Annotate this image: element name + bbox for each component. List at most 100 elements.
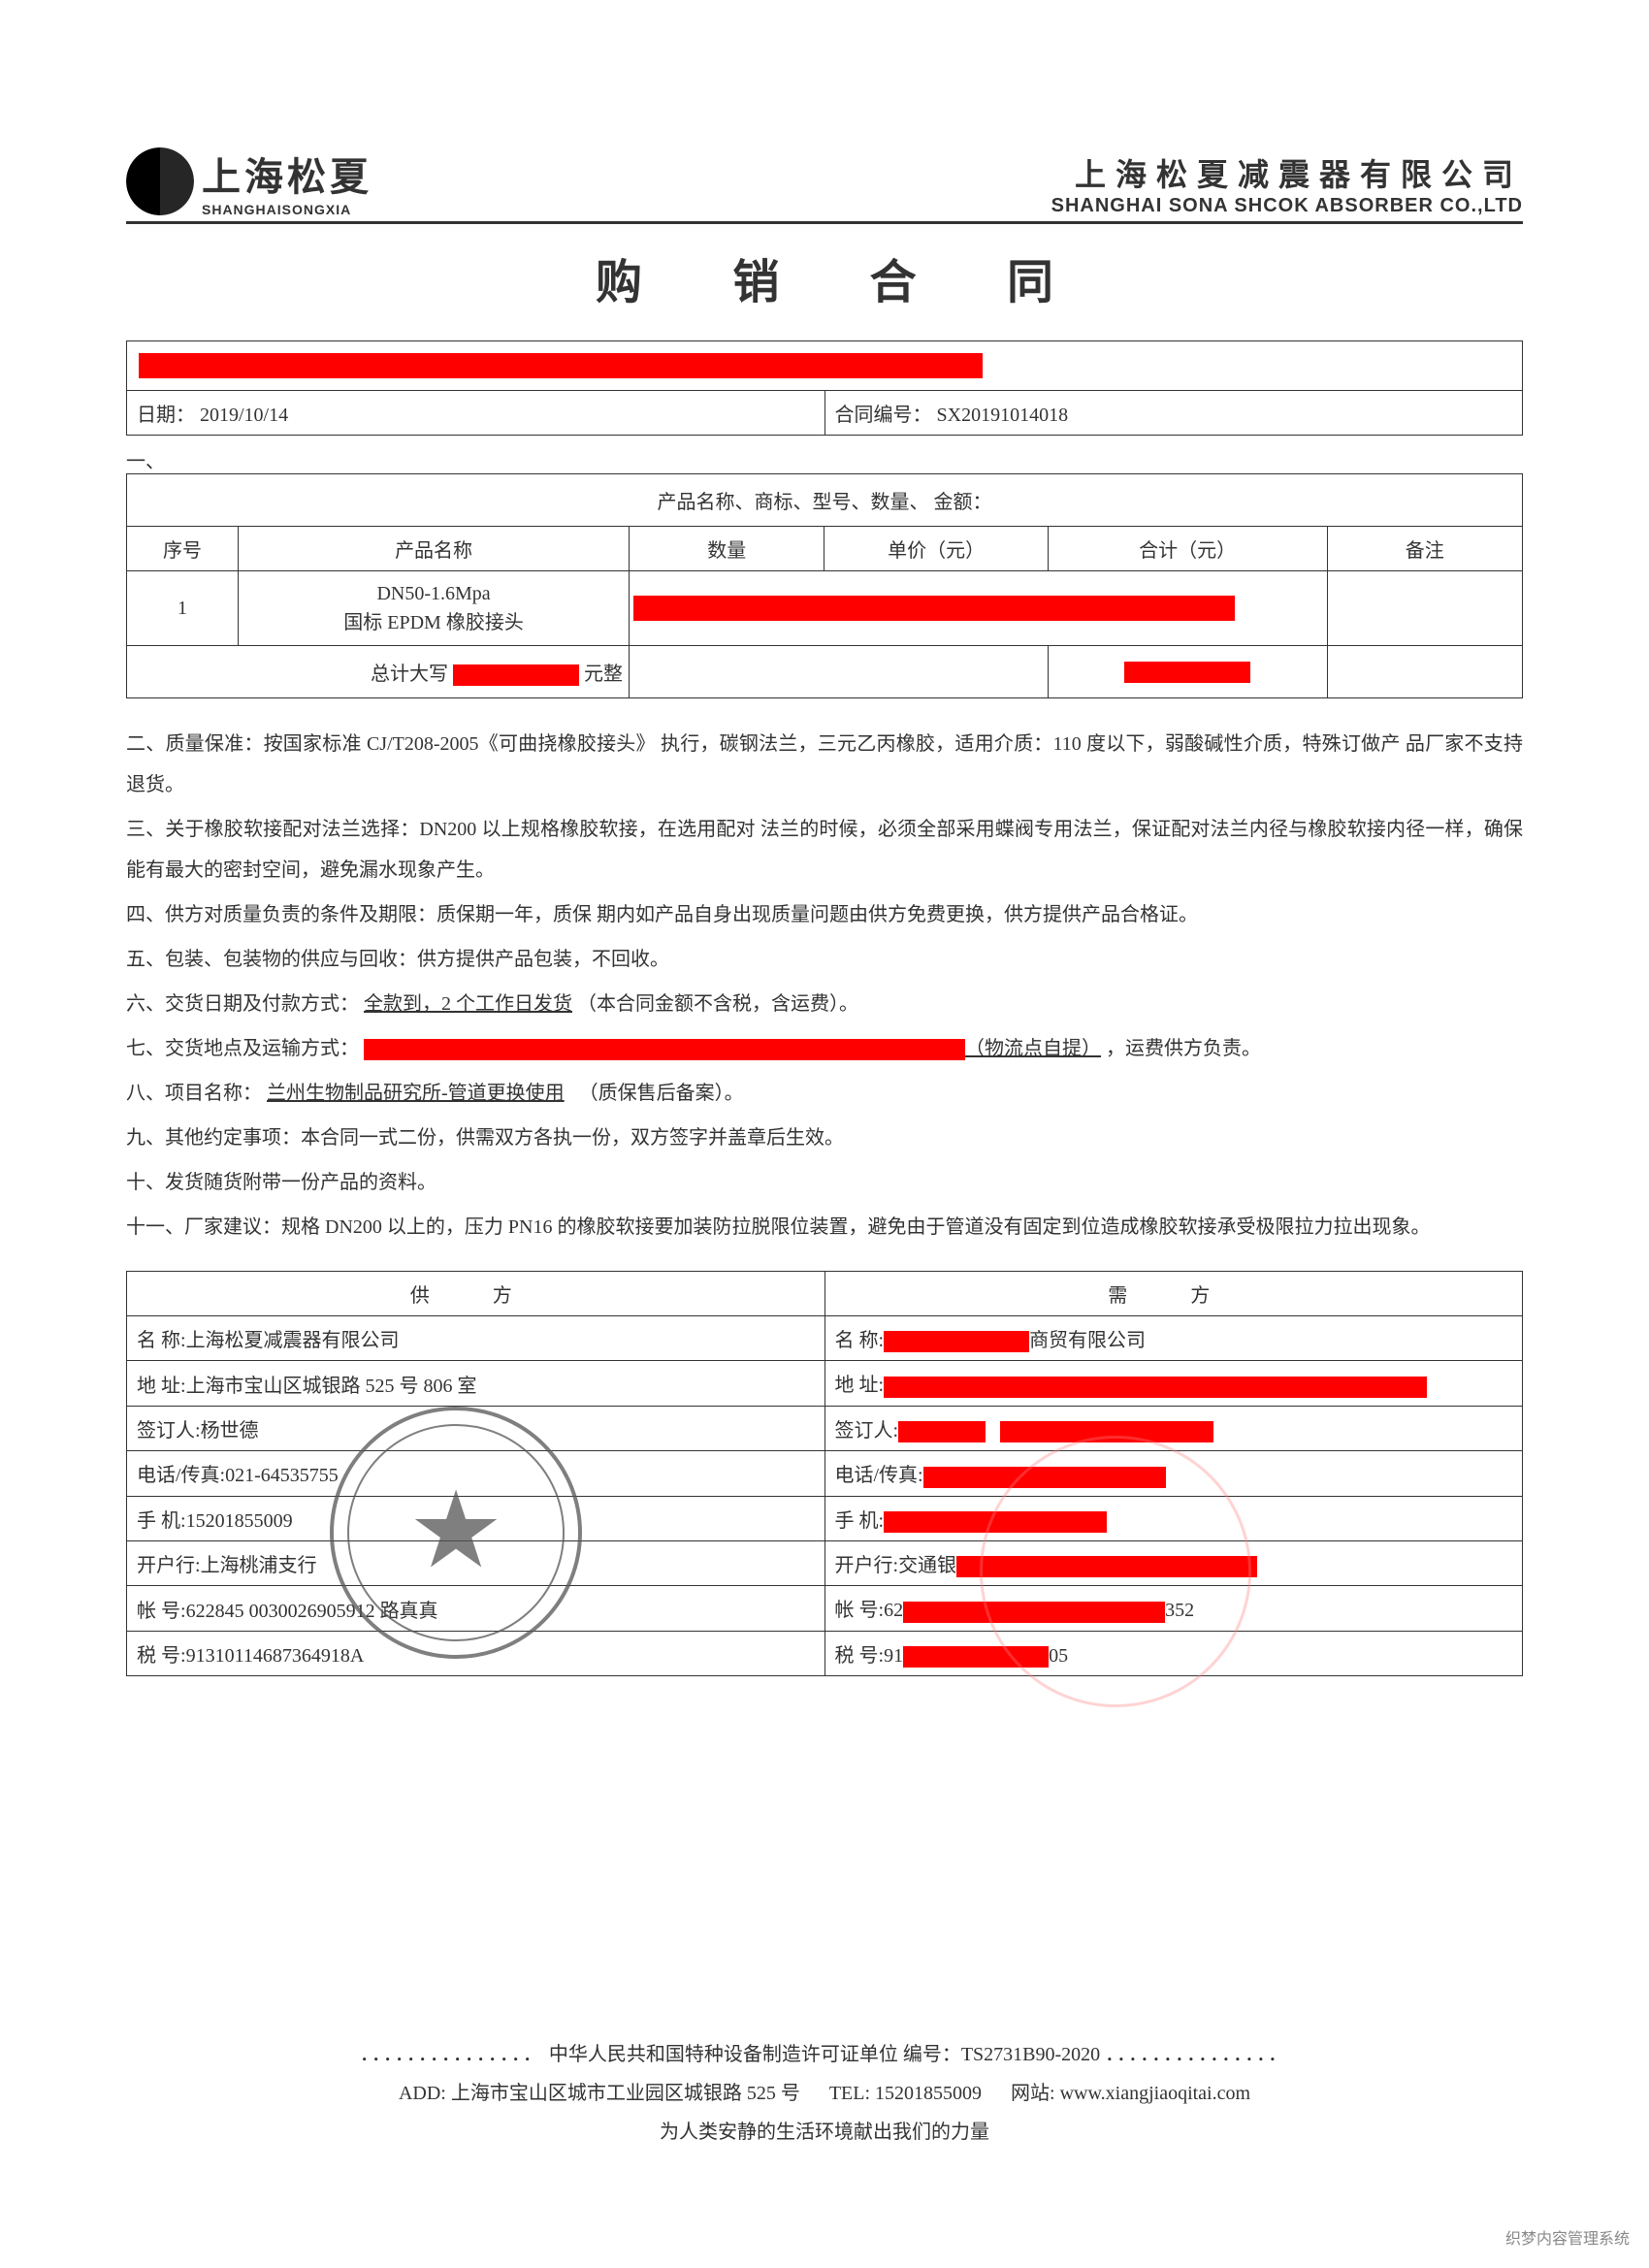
meta-row: 日期： 2019/10/14 合同编号： SX20191014018 — [127, 391, 1523, 436]
date-value: 2019/10/14 — [200, 405, 288, 426]
label: 帐 号: — [835, 1600, 885, 1621]
redaction — [898, 1421, 986, 1442]
page: 上海松夏 SHANGHAISONGXIA 上海松夏减震器有限公司 SHANGHA… — [0, 0, 1649, 2268]
table-row: 税 号:91310114687364918A税 号:9105 — [127, 1631, 1523, 1675]
total-row: 总计大写 元整 — [127, 646, 1523, 698]
term-10: 十、发货随货附带一份产品的资料。 — [126, 1162, 1523, 1203]
redaction — [903, 1602, 1165, 1623]
term-3: 三、关于橡胶软接配对法兰选择：DN200 以上规格橡胶软接，在选用配对 法兰的时… — [126, 809, 1523, 891]
footer-addr-label: ADD: — [399, 2083, 446, 2104]
term-11: 十一、厂家建议：规格 DN200 以上的，压力 PN16 的橡胶软接要加装防拉脱… — [126, 1207, 1523, 1247]
term-4: 四、供方对质量负责的条件及期限：质保期一年，质保 期内如产品自身出现质量问题由供… — [126, 894, 1523, 935]
table-row: 手 机:15201855009手 机: — [127, 1496, 1523, 1540]
term-9: 九、其他约定事项：本合同一式二份，供需双方各执一份，双方签字并盖章后生效。 — [126, 1118, 1523, 1158]
document-title: 购 销 合 同 — [126, 243, 1523, 311]
parties-table: 供 方 需 方 名 称:上海松夏减震器有限公司名 称:商贸有限公司地 址:上海市… — [126, 1271, 1523, 1676]
value: 05 — [1049, 1645, 1068, 1667]
label: 签订人: — [137, 1420, 201, 1442]
supplier-cell: 帐 号:622845 0030026905912 路真真 — [127, 1586, 825, 1631]
section-one-prefix: 一、 — [126, 445, 1523, 473]
term-8-prefix: 八、项目名称： — [126, 1083, 262, 1104]
footer-tel-label: TEL: — [829, 2083, 870, 2104]
redaction — [1124, 662, 1250, 683]
date-label: 日期： — [137, 405, 195, 426]
redaction — [139, 353, 983, 378]
logo-text-cn: 上海松夏 — [202, 146, 372, 202]
supplier-cell: 手 机:15201855009 — [127, 1496, 825, 1540]
total-label: 总计大写 — [371, 664, 448, 685]
items-header-row: 产品名称、商标、型号、数量、 金额： — [127, 474, 1523, 527]
supplier-header: 供 方 — [127, 1272, 825, 1316]
value: 622845 0030026905912 路真真 — [186, 1601, 438, 1622]
value: 352 — [1165, 1600, 1194, 1621]
label: 开户行: — [835, 1555, 899, 1576]
label: 地 址: — [137, 1376, 186, 1397]
footer: ．．．．．．．．．．．．．．． 中华人民共和国特种设备制造许可证单位 编号：TS… — [126, 2035, 1523, 2152]
value: 商贸有限公司 — [1029, 1330, 1146, 1351]
label: 电话/传真: — [137, 1465, 225, 1486]
supplier-cell: 签订人:杨世德 — [127, 1406, 825, 1450]
col-qty: 数量 — [630, 527, 824, 571]
value: 91 — [884, 1645, 903, 1667]
redaction — [884, 1377, 1427, 1398]
value: 交通银 — [898, 1555, 956, 1576]
contract-no-value: SX20191014018 — [937, 405, 1069, 426]
footer-license: 中华人民共和国特种设备制造许可证单位 编号：TS2731B90-2020 — [549, 2044, 1100, 2065]
redaction — [1000, 1421, 1213, 1442]
buyer-cell: 名 称: 商贸有限公司 — [824, 1316, 1523, 1361]
term-6-prefix: 六、交货日期及付款方式： — [126, 993, 359, 1015]
cell-product: DN50-1.6Mpa 国标 EPDM 橡胶接头 — [239, 571, 630, 646]
supplier-cell: 名 称:上海松夏减震器有限公司 — [127, 1316, 825, 1361]
label: 帐 号: — [137, 1601, 186, 1622]
buyer-cell: 地 址: — [824, 1361, 1523, 1406]
letterhead: 上海松夏 SHANGHAISONGXIA 上海松夏减震器有限公司 SHANGHA… — [126, 146, 1523, 224]
term-8: 八、项目名称： 兰州生物制品研究所-管道更换使用 （质保售后备案）。 — [126, 1073, 1523, 1114]
company-name-en: SHANGHAI SONA SHCOK ABSORBER CO.,LTD — [1051, 195, 1523, 217]
company-block: 上海松夏减震器有限公司 SHANGHAI SONA SHCOK ABSORBER… — [1051, 150, 1523, 217]
meta-row-redacted — [127, 341, 1523, 391]
value: 上海市宝山区城银路 525 号 806 室 — [186, 1376, 477, 1397]
col-index: 序号 — [127, 527, 239, 571]
company-name-cn: 上海松夏减震器有限公司 — [1051, 150, 1523, 195]
buyer-cell: 帐 号:62 352 — [824, 1586, 1523, 1631]
logo-block: 上海松夏 SHANGHAISONGXIA — [126, 146, 372, 217]
supplier-cell: 税 号:91310114687364918A — [127, 1631, 825, 1675]
value: 上海桃浦支行 — [201, 1555, 317, 1576]
buyer-cell: 开户行:交通银 — [824, 1541, 1523, 1586]
total-after: 元整 — [584, 664, 623, 685]
label: 电话/传真: — [835, 1465, 923, 1486]
label: 名 称: — [835, 1330, 885, 1351]
value: 62 — [884, 1600, 903, 1621]
redaction — [364, 1039, 965, 1060]
col-remark: 备注 — [1327, 527, 1523, 571]
supplier-cell: 开户行:上海桃浦支行 — [127, 1541, 825, 1586]
product-line1: DN50-1.6Mpa — [248, 579, 619, 608]
supplier-cell: 电话/传真:021-64535755 — [127, 1451, 825, 1496]
items-columns-row: 序号 产品名称 数量 单价（元） 合计（元） 备注 — [127, 527, 1523, 571]
logo-text-en: SHANGHAISONGXIA — [202, 202, 372, 217]
term-7-paren: （物流点自提） — [965, 1038, 1101, 1059]
table-row: 名 称:上海松夏减震器有限公司名 称: 商贸有限公司 — [127, 1316, 1523, 1361]
label: 签订人: — [835, 1420, 899, 1442]
col-name: 产品名称 — [239, 527, 630, 571]
term-6: 六、交货日期及付款方式： 全款到，2 个工作日发货 （本合同金额不含税，含运费）… — [126, 984, 1523, 1024]
col-price: 单价（元） — [824, 527, 1048, 571]
footer-dots: ．．．．．．．．．．．．．．． — [360, 2044, 544, 2065]
value: 15201855009 — [186, 1510, 293, 1532]
logo-icon — [126, 147, 194, 215]
meta-table: 日期： 2019/10/14 合同编号： SX20191014018 — [126, 340, 1523, 436]
term-2: 二、质量保准：按国家标准 CJ/T208-2005《可曲挠橡胶接头》 执行，碳钢… — [126, 724, 1523, 805]
table-row: 签订人:杨世德签订人: — [127, 1406, 1523, 1450]
label: 地 址: — [835, 1375, 885, 1396]
footer-slogan: 为人类安静的生活环境献出我们的力量 — [126, 2113, 1523, 2152]
table-row: 1 DN50-1.6Mpa 国标 EPDM 橡胶接头 — [127, 571, 1523, 646]
term-8-suffix: （质保售后备案）。 — [579, 1083, 744, 1104]
product-line2: 国标 EPDM 橡胶接头 — [248, 608, 619, 637]
value: 杨世德 — [201, 1420, 259, 1442]
table-row: 电话/传真:021-64535755电话/传真: — [127, 1451, 1523, 1496]
redaction — [453, 664, 579, 686]
footer-addr: 上海市宝山区城市工业园区城银路 525 号 — [451, 2083, 800, 2104]
term-8-underline: 兰州生物制品研究所-管道更换使用 — [267, 1083, 565, 1104]
table-row: 地 址:上海市宝山区城银路 525 号 806 室地 址: — [127, 1361, 1523, 1406]
footer-dots: ．．．．．．．．．．．．．．． — [1105, 2044, 1289, 2065]
